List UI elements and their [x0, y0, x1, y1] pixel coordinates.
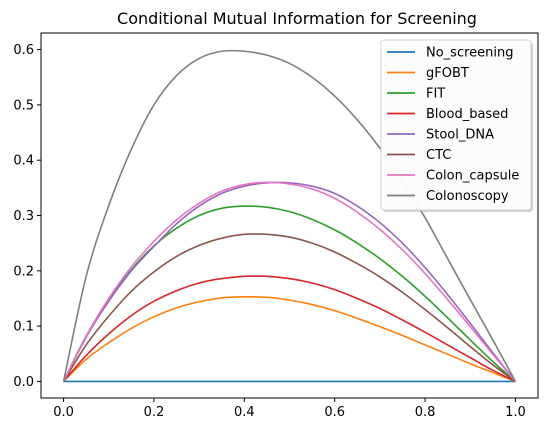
series-line-fit	[62, 205, 516, 383]
series-line-colon-capsule	[62, 181, 517, 382]
x-tick-label: 0.8	[415, 405, 436, 420]
x-axis: 0.0 0.2 0.4 0.6 0.8 1.0	[53, 398, 526, 420]
y-tick-label: 0.2	[13, 264, 34, 279]
legend-box	[380, 39, 532, 211]
plot-curves	[62, 49, 517, 383]
series-line-gfobt	[63, 295, 516, 383]
legend-label: Stool_DNA	[426, 128, 494, 143]
x-tick-label: 0.0	[53, 405, 74, 420]
y-tick-label: 0.6	[13, 43, 34, 58]
series-line-colonoscopy	[62, 49, 517, 382]
legend-label: FIT	[426, 87, 445, 102]
series-line-blood-based	[62, 275, 516, 383]
legend-label: Blood_based	[426, 107, 508, 122]
chart-title: Conditional Mutual Information for Scree…	[117, 9, 477, 28]
x-tick-label: 1.0	[505, 405, 526, 420]
x-tick-label: 0.6	[324, 405, 345, 420]
series-line-ctc	[62, 233, 516, 383]
legend-label: Colonoscopy	[426, 189, 509, 204]
y-tick-label: 0.4	[13, 154, 34, 169]
legend-label: No_screening	[426, 46, 514, 61]
x-tick-label: 0.2	[144, 405, 165, 420]
legend: No_screening gFOBT FIT Blood_based Stool_DNA…	[380, 39, 533, 212]
y-tick-label: 0.5	[13, 98, 34, 113]
series-line-stool-dna	[62, 181, 517, 382]
y-tick-label: 0.1	[13, 320, 34, 335]
y-tick-label: 0.3	[13, 209, 34, 224]
y-axis: 0.0 0.1 0.2 0.3 0.4 0.5 0.6	[13, 43, 41, 390]
legend-label: gFOBT	[426, 66, 469, 81]
y-tick-label: 0.0	[13, 375, 34, 390]
legend-label: CTC	[426, 148, 451, 163]
x-tick-label: 0.4	[234, 405, 255, 420]
legend-label: Colon_capsule	[426, 169, 519, 184]
